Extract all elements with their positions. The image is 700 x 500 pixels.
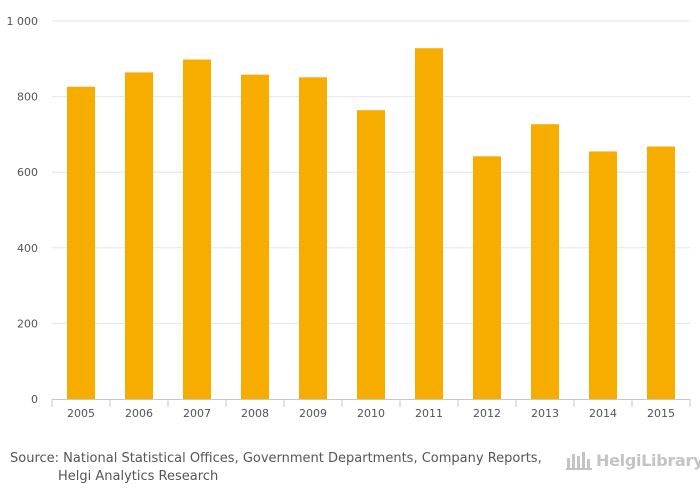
source-note: Source: National Statistical Offices, Go… — [10, 450, 542, 486]
bar-2005 — [67, 86, 95, 399]
y-tick-label: 0 — [31, 393, 38, 406]
y-tick-label: 600 — [17, 166, 38, 179]
source-line-2: Helgi Analytics Research — [58, 469, 219, 484]
x-tick-label: 2014 — [589, 407, 617, 420]
bar-2014 — [589, 151, 617, 399]
y-tick-label: 400 — [17, 242, 38, 255]
helgi-library-logo: HelgiLibrary — [566, 448, 700, 472]
x-tick-label: 2010 — [357, 407, 385, 420]
building-icon — [566, 452, 592, 470]
source-line-1: Source: National Statistical Offices, Go… — [10, 451, 542, 466]
bar-2007 — [183, 59, 211, 399]
x-tick-label: 2015 — [647, 407, 675, 420]
x-tick-label: 2009 — [299, 407, 327, 420]
bar-2012 — [473, 156, 501, 399]
bar-2011 — [415, 48, 443, 399]
y-tick-label: 1 000 — [7, 15, 39, 28]
bar-2010 — [357, 110, 385, 399]
bars — [67, 48, 675, 400]
x-tick-label: 2013 — [531, 407, 559, 420]
x-tick-label: 2007 — [183, 407, 211, 420]
bar-2015 — [647, 146, 675, 399]
bar-2009 — [299, 77, 327, 400]
x-tick-label: 2011 — [415, 407, 443, 420]
x-tick-label: 2012 — [473, 407, 501, 420]
bar-2008 — [241, 74, 269, 400]
bar-2013 — [531, 124, 559, 399]
x-tick-label: 2008 — [241, 407, 269, 420]
y-tick-label: 200 — [17, 317, 38, 330]
x-tick-label: 2006 — [125, 407, 153, 420]
logo-text: HelgiLibrary — [596, 450, 700, 470]
axes — [51, 399, 691, 407]
y-tick-label: 800 — [17, 91, 38, 104]
x-tick-label: 2005 — [67, 407, 95, 420]
bar-2006 — [125, 72, 153, 400]
tick-labels: 0 200 400 600 800 1 000 2005 2006 2007 2008 2009 20… — [7, 15, 676, 420]
